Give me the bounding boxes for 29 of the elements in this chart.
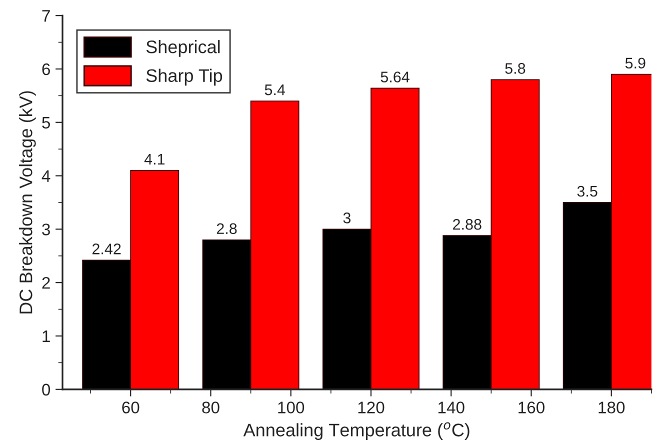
data-label: 4.1 bbox=[144, 154, 165, 164]
x-tick-label: 140 bbox=[438, 402, 464, 414]
x-tick-label: 180 bbox=[598, 402, 625, 414]
y-tick-label: 2 bbox=[42, 276, 50, 289]
y-tick-label: 7 bbox=[42, 10, 50, 22]
data-label: 3.5 bbox=[577, 186, 598, 197]
data-label: 2.42 bbox=[92, 244, 121, 254]
legend-label: Sharp Tip bbox=[146, 68, 222, 86]
y-tick-label: 5 bbox=[42, 116, 50, 129]
x-axis-title: Annealing Temperature ($^{o}$C) bbox=[243, 422, 470, 440]
data-label: 5.9 bbox=[625, 58, 646, 69]
y-axis-title: DC Breakdown Voltage (kV) bbox=[19, 91, 36, 314]
y-tick-label: 1 bbox=[42, 330, 50, 342]
x-tick-label: 60 bbox=[122, 402, 140, 414]
x-tick-label: 80 bbox=[202, 402, 220, 414]
data-label: 5.64 bbox=[380, 72, 410, 82]
data-label: 2.8 bbox=[216, 223, 237, 234]
y-tick-label: 0 bbox=[42, 384, 50, 396]
y-tick-label: 3 bbox=[42, 224, 50, 236]
data-label: 5.8 bbox=[505, 63, 526, 74]
x-tick-label: 100 bbox=[278, 402, 304, 414]
data-label: 2.88 bbox=[453, 218, 482, 230]
x-tick-label: 160 bbox=[518, 402, 544, 414]
data-label: 5.4 bbox=[264, 84, 286, 96]
x-tick-label: 120 bbox=[358, 402, 384, 414]
y-tick-label: 4 bbox=[42, 170, 50, 182]
legend-label: Sheprical bbox=[146, 40, 220, 57]
y-tick-label: 6 bbox=[42, 63, 50, 76]
data-label: 3 bbox=[343, 212, 351, 224]
